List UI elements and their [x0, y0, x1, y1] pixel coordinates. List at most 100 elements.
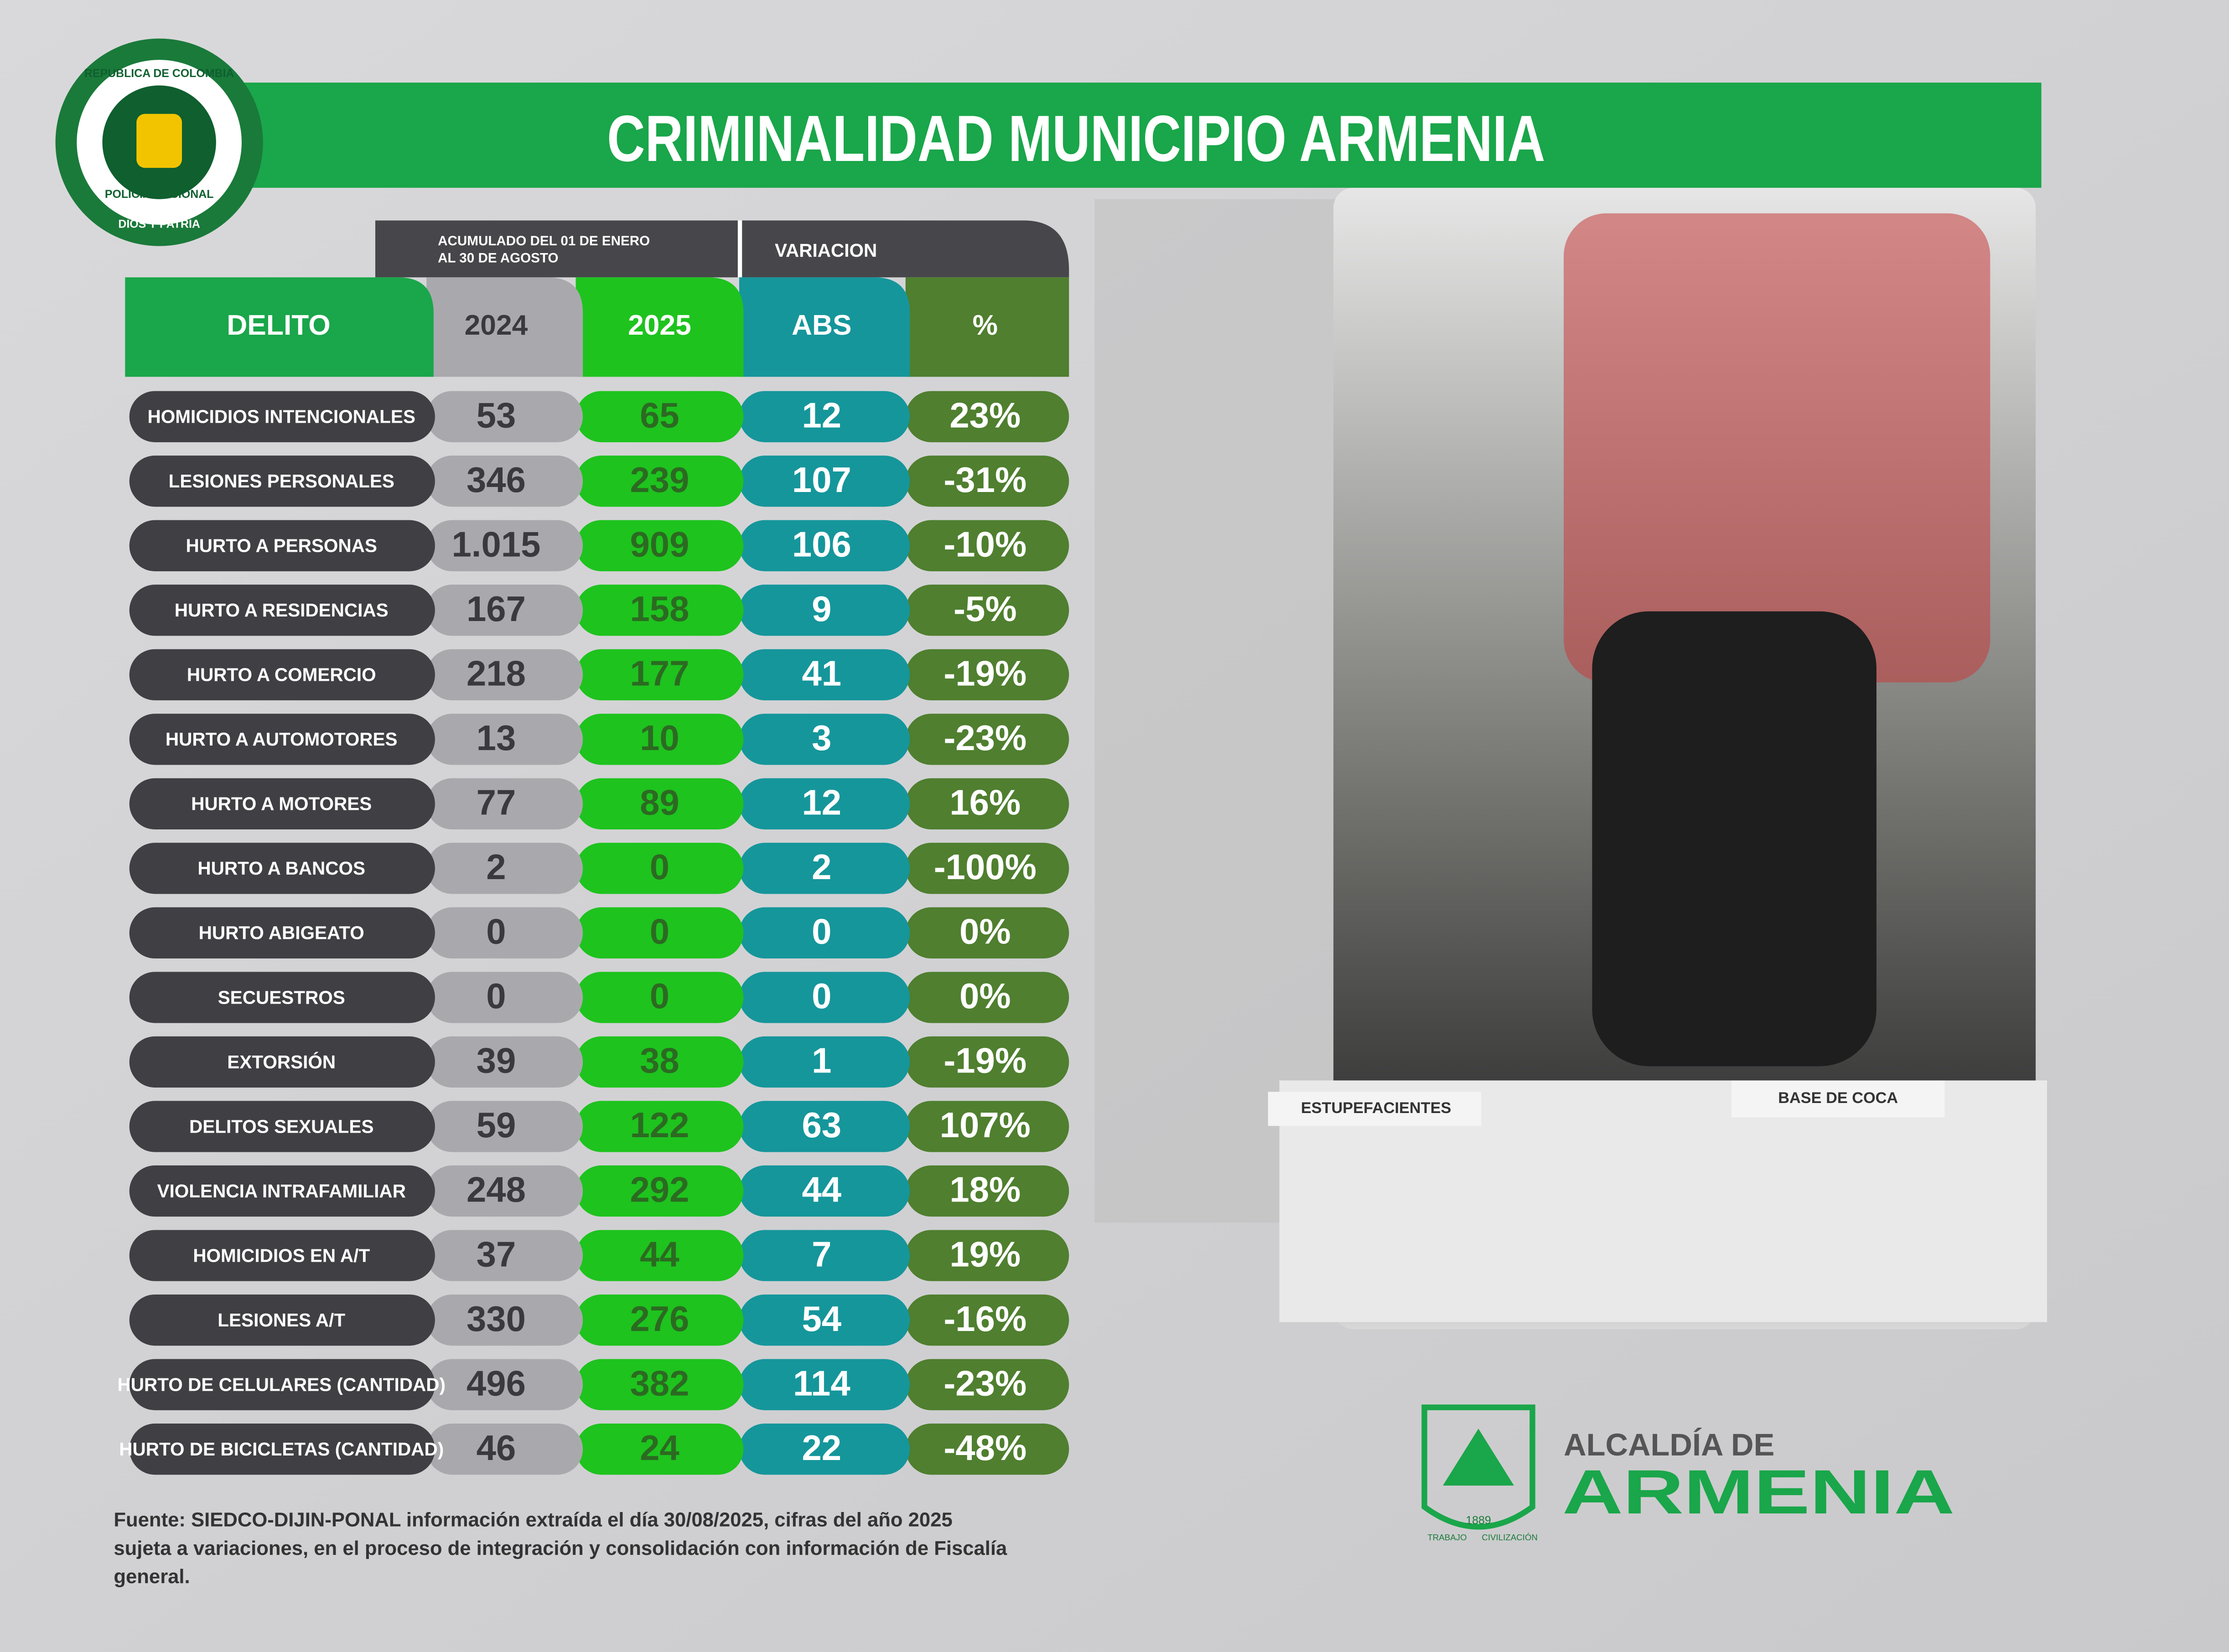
cell-value: 382 — [630, 1363, 689, 1403]
cell-value: -19% — [943, 1041, 1026, 1081]
cell — [905, 1359, 1069, 1410]
cell-value: 12 — [802, 782, 841, 823]
row-label-pill — [129, 714, 435, 765]
cell — [739, 778, 910, 829]
row-label: HURTO A BANCOS — [197, 858, 365, 879]
cell-value: 114 — [793, 1363, 850, 1403]
cell — [575, 843, 744, 894]
column-header-cell — [426, 277, 583, 377]
photo-label-box — [1268, 1092, 1482, 1126]
cell-value: 0 — [650, 976, 669, 1016]
row-label-pill — [129, 1424, 435, 1475]
footer: Fuente: SIEDCO-DIJIN-PONAL información e… — [114, 1508, 1007, 1588]
row-label: HURTO A RESIDENCIAS — [175, 600, 389, 621]
title: CRIMINALIDAD MUNICIPIO ARMENIA — [607, 102, 1545, 175]
photo-person — [1592, 611, 1877, 1067]
row-label: HOMICIDIOS EN A/T — [193, 1245, 370, 1266]
row-label-pill — [129, 1165, 435, 1217]
cell — [905, 1424, 1069, 1475]
row-label: VIOLENCIA INTRAFAMILIAR — [157, 1181, 406, 1201]
cell-value: 89 — [640, 782, 679, 823]
cell-value: 16% — [949, 782, 1021, 823]
cell-value: 122 — [630, 1105, 689, 1145]
row-label: LESIONES A/T — [218, 1310, 345, 1331]
photo-label-box — [1731, 1080, 1945, 1118]
cell — [905, 1101, 1069, 1152]
cell-value: 330 — [467, 1299, 526, 1339]
cell-value: 239 — [630, 460, 689, 500]
cell — [426, 649, 583, 700]
cell — [739, 1424, 910, 1475]
divider — [737, 220, 742, 278]
row-label-pill — [129, 778, 435, 829]
shield-icon — [1443, 1429, 1514, 1486]
column-header: % — [973, 310, 998, 341]
logo-shield — [136, 114, 182, 168]
cell-value: 77 — [477, 782, 516, 823]
cell-value: -10% — [943, 524, 1026, 564]
row-label-pill — [129, 649, 435, 700]
cell — [426, 1101, 583, 1152]
row-label-pill — [129, 520, 435, 571]
cell — [575, 778, 744, 829]
cell — [426, 391, 583, 442]
cell-value: 218 — [467, 653, 526, 694]
cell-value: 0 — [650, 911, 669, 952]
alcaldia-line2: ARMENIA — [1562, 1457, 1954, 1527]
cell — [905, 972, 1069, 1023]
cell-value: 53 — [477, 395, 516, 435]
group-header-text: ACUMULADO DEL 01 DE ENERO — [438, 233, 650, 249]
row-label-pill — [129, 907, 435, 959]
cell-value: 23% — [949, 395, 1021, 435]
alcaldia-logo: 1889 TRABAJO CIVILIZACIÓN ALCALDÍA DE AR… — [1421, 1404, 1954, 1542]
cell-value: 158 — [630, 589, 689, 629]
cell — [575, 714, 744, 765]
cell — [905, 520, 1069, 571]
police-logo: REPUBLICA DE COLOMBIA POLICIA NACIONAL D… — [55, 38, 263, 246]
cell-value: 0 — [486, 911, 506, 952]
row-label-pill — [129, 585, 435, 636]
cell — [575, 1294, 744, 1346]
cell — [905, 1165, 1069, 1217]
cell — [426, 1165, 583, 1217]
logo-text: REPUBLICA DE COLOMBIA — [84, 67, 234, 80]
column-header-cell — [739, 277, 910, 377]
cell — [575, 585, 744, 636]
photo-emblem — [1564, 213, 1991, 683]
cell-value: 0 — [650, 847, 669, 887]
cell — [739, 907, 910, 959]
row-label: HURTO A MOTORES — [191, 793, 372, 814]
cell — [905, 456, 1069, 507]
group-header-text: AL 30 DE AGOSTO — [438, 251, 558, 266]
cell — [426, 972, 583, 1023]
row-label: HURTO DE CELULARES (CANTIDAD) — [117, 1374, 446, 1395]
cell-value: 1.015 — [451, 524, 540, 564]
cell-value: 37 — [477, 1234, 516, 1274]
cell-value: 24 — [640, 1428, 679, 1468]
row-label: EXTORSIÓN — [227, 1051, 336, 1072]
cell-value: 2 — [486, 847, 506, 887]
column-header-cell — [905, 277, 1069, 377]
cell — [426, 714, 583, 765]
cell-value: 19% — [949, 1234, 1021, 1274]
cell — [905, 907, 1069, 959]
cell-value: 59 — [477, 1105, 516, 1145]
cell-value: -100% — [934, 847, 1037, 887]
cell-value: 107 — [792, 460, 851, 500]
cell — [575, 1230, 744, 1281]
cell — [575, 391, 744, 442]
cell-value: 292 — [630, 1170, 689, 1210]
cell — [575, 1165, 744, 1217]
cell — [426, 585, 583, 636]
cell-value: 65 — [640, 395, 679, 435]
cell — [905, 585, 1069, 636]
row-label-pill — [129, 1101, 435, 1152]
row-label-pill — [129, 1230, 435, 1281]
cell — [575, 907, 744, 959]
cell — [426, 1036, 583, 1088]
row-label: HURTO ABIGEATO — [199, 922, 364, 943]
photo-label: BASE DE COCA — [1778, 1089, 1898, 1107]
cell-value: -23% — [943, 718, 1026, 758]
row-label: HOMICIDIOS INTENCIONALES — [147, 406, 415, 427]
